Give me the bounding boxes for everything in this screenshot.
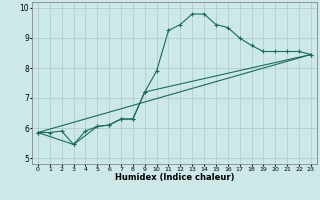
X-axis label: Humidex (Indice chaleur): Humidex (Indice chaleur) (115, 173, 234, 182)
